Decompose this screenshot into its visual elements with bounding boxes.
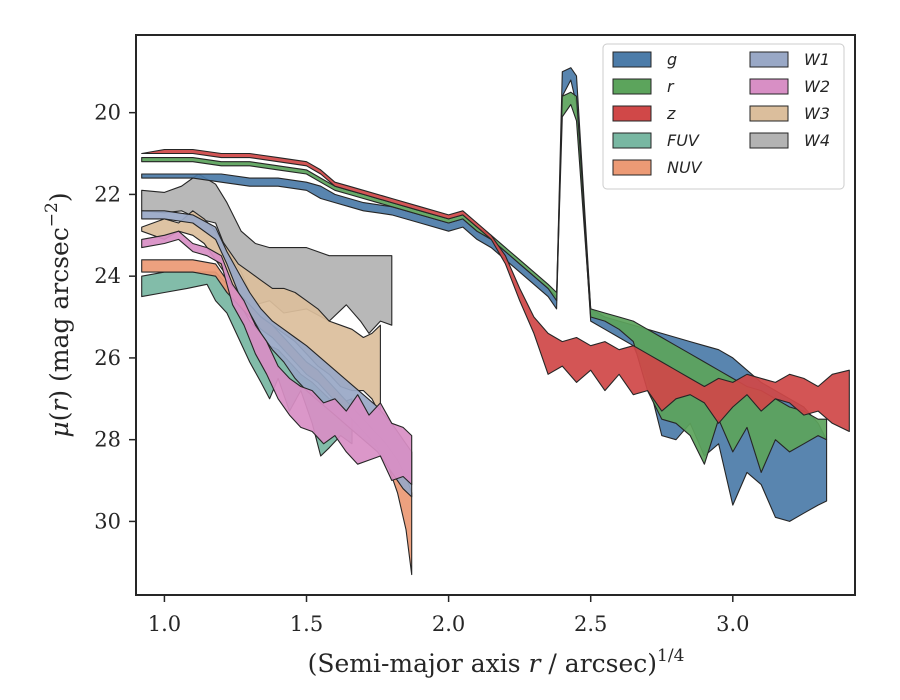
y-axis-label: μ(r) (mag arcsec−2) xyxy=(42,192,74,437)
legend: grz FUV NUV W1 W2 W3 W4 xyxy=(602,43,845,190)
y-tick-label: 20 xyxy=(94,101,121,125)
legend-swatch-fuv xyxy=(612,132,652,149)
legend-label-w1: W1 xyxy=(804,50,830,69)
x-tick-label: 2.5 xyxy=(574,612,607,636)
legend-swatch-w3 xyxy=(749,105,789,122)
legend-swatch-w4 xyxy=(749,132,789,149)
legend-label-w4: W4 xyxy=(804,131,830,150)
x-tick-label: 1.5 xyxy=(290,612,323,636)
legend-swatch-w2 xyxy=(749,78,789,95)
y-tick-label: 24 xyxy=(94,264,121,288)
y-tick-label: 30 xyxy=(94,509,121,533)
legend-swatch-r xyxy=(612,78,652,95)
x-axis-label: (Semi-major axis r / arcsec)1/4 xyxy=(308,646,685,678)
y-axis-ticks: 20 22 24 26 28 30 xyxy=(94,101,136,533)
legend-label-z: z xyxy=(666,104,676,123)
legend-label-nuv: NUV xyxy=(667,158,703,177)
legend-label-w2: W2 xyxy=(804,77,830,96)
series-band-z xyxy=(141,148,850,433)
y-tick-label: 22 xyxy=(94,182,121,206)
legend-label-g: g xyxy=(667,50,677,69)
legend-label-w3: W3 xyxy=(804,104,830,123)
x-tick-label: 2.0 xyxy=(432,612,465,636)
legend-swatch-z xyxy=(612,105,652,122)
legend-swatch-g xyxy=(612,51,652,68)
x-tick-label: 3.0 xyxy=(716,612,749,636)
y-tick-label: 26 xyxy=(94,346,121,370)
legend-swatch-nuv xyxy=(612,159,652,176)
legend-swatch-w1 xyxy=(749,51,789,68)
legend-label-r: r xyxy=(667,77,675,96)
x-axis-ticks: 1.0 1.5 2.0 2.5 3.0 xyxy=(148,595,750,636)
x-tick-label: 1.0 xyxy=(148,612,181,636)
series-areas xyxy=(141,67,850,576)
plot-frame xyxy=(135,34,856,596)
legend-label-fuv: FUV xyxy=(667,131,700,150)
y-tick-label: 28 xyxy=(94,428,121,452)
series-band-w2 xyxy=(141,230,413,486)
